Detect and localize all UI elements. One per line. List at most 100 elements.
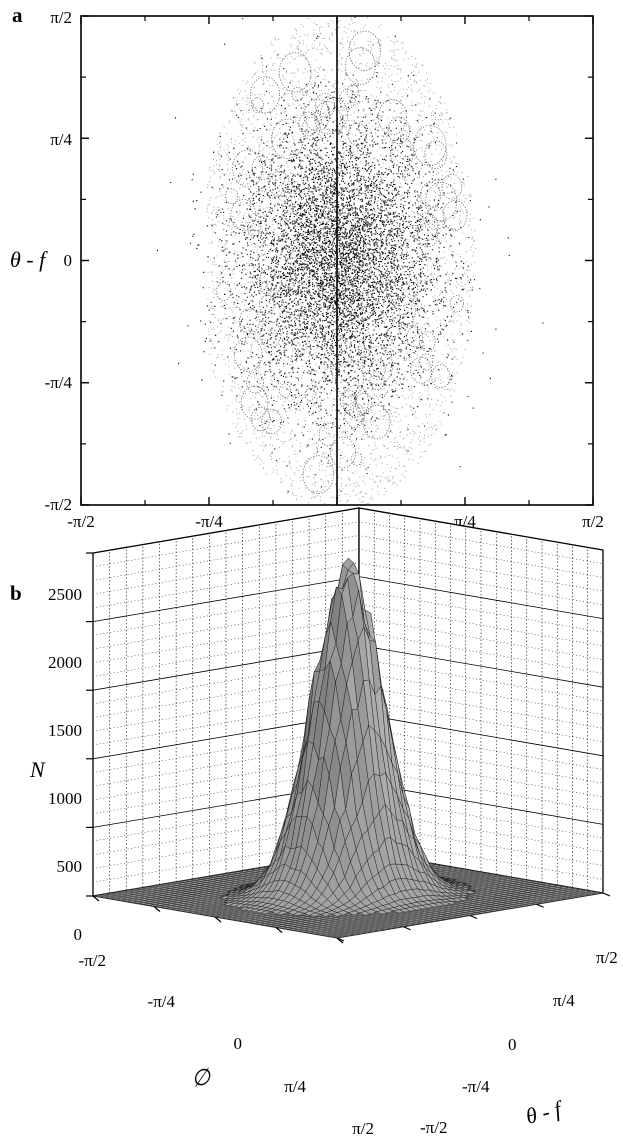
trajectory-loop xyxy=(247,220,261,237)
trajectory-loop xyxy=(362,404,391,440)
surface-facet xyxy=(319,912,333,917)
trajectory-loop xyxy=(419,353,434,371)
trajectory-loop xyxy=(302,455,335,495)
scatter-points-layer xyxy=(156,16,544,504)
panel-b-letter: b xyxy=(10,581,22,605)
trajectory-loop xyxy=(420,181,441,208)
theta-tick-label-minus-pi-over-4: -π/4 xyxy=(462,1077,490,1096)
phi-tick xyxy=(153,906,161,912)
surface-mesh xyxy=(218,557,477,917)
phi-tick-label-pi-over-4: π/4 xyxy=(284,1077,306,1096)
trajectory-loop xyxy=(348,30,382,71)
trajectory-loop xyxy=(339,88,356,110)
trajectory-loop xyxy=(239,308,260,335)
surface-facet xyxy=(275,910,289,915)
trajectory-loop xyxy=(339,389,358,411)
trajectory-loop xyxy=(377,99,407,136)
trajectory-loop xyxy=(390,137,415,168)
z-axis-title: N xyxy=(29,757,46,782)
theta-tick-label-pi-over-4: π/4 xyxy=(553,991,575,1010)
scatter-halo-points xyxy=(206,16,476,504)
y-tick-label-minus-pi-over-2: -π/2 xyxy=(45,495,72,514)
trajectory-loop xyxy=(351,452,363,466)
y-tick-label-pi-over-4: π/4 xyxy=(50,130,72,149)
trajectory-loop xyxy=(246,371,265,394)
scatter-core-points xyxy=(156,16,544,493)
trajectory-loop xyxy=(259,294,275,314)
phi-tick xyxy=(92,895,100,902)
trajectory-loop xyxy=(387,116,410,145)
z-minor-gridline xyxy=(92,562,604,609)
y-tick-label-pi-over-2: π/2 xyxy=(50,8,72,27)
theta-tick xyxy=(403,926,411,931)
trajectory-loop xyxy=(369,359,386,380)
trajectory-loop xyxy=(250,406,271,432)
trajectory-loop xyxy=(260,280,273,295)
panel-a-letter: a xyxy=(12,3,23,27)
trajectory-loop xyxy=(249,190,272,218)
surface-facet xyxy=(308,912,322,917)
trajectory-loop xyxy=(425,181,458,222)
theta-tick xyxy=(469,914,478,920)
trajectory-loop xyxy=(304,387,316,402)
trajectory-loop xyxy=(258,267,282,297)
z-tick-label-500: 500 xyxy=(57,857,83,876)
surface-facet xyxy=(292,911,305,916)
trajectory-loop xyxy=(249,76,280,114)
trajectory-loop xyxy=(232,149,264,188)
trajectory-loop xyxy=(417,222,438,248)
trajectory-loop xyxy=(313,100,341,135)
trajectory-loop xyxy=(240,385,269,420)
trajectory-loop xyxy=(233,336,263,372)
trajectory-loop xyxy=(441,173,463,200)
trajectory-loop xyxy=(334,361,364,398)
trajectory-loop xyxy=(301,116,321,140)
panel-a-ticks xyxy=(80,15,594,506)
surface-facet xyxy=(347,910,361,916)
theta-tick xyxy=(602,892,611,897)
trajectory-loop xyxy=(391,295,416,326)
trajectory-loop xyxy=(268,171,290,197)
trajectory-loop xyxy=(424,140,448,169)
y-axis-title: θ - f xyxy=(10,247,48,272)
trajectory-loop xyxy=(251,155,273,181)
trajectory-loop xyxy=(369,371,385,391)
y-tick-label-zero: 0 xyxy=(64,251,73,270)
trajectory-loop xyxy=(314,93,336,118)
surface-facet xyxy=(392,909,406,914)
trajectory-loop xyxy=(278,52,312,93)
surface-facet xyxy=(358,911,372,916)
trajectory-loop xyxy=(271,118,304,159)
theta-tick-label-zero: 0 xyxy=(508,1035,517,1054)
trajectory-loop xyxy=(291,87,304,102)
trajectory-loop xyxy=(406,326,424,348)
z-gridline xyxy=(92,507,604,554)
surface-facet xyxy=(375,910,389,915)
theta-axis-title: θ - f xyxy=(523,1095,566,1128)
z-minor-gridline xyxy=(92,535,604,581)
trajectory-loop xyxy=(298,111,319,137)
phi-tick-label-zero: 0 xyxy=(234,1034,243,1053)
trajectory-loop xyxy=(251,97,264,113)
surface-facet xyxy=(331,912,344,917)
trajectory-loop xyxy=(261,408,283,435)
trajectory-loop xyxy=(449,295,464,313)
trajectory-loop xyxy=(230,198,257,231)
z-tick-label-0: 0 xyxy=(74,925,83,944)
phi-tick xyxy=(214,916,222,923)
y-tick-label-minus-pi-over-4: -π/4 xyxy=(45,373,73,392)
trajectory-loop xyxy=(279,383,291,398)
panel-a-scatter-chart: a π/2 π/4 0 -π/4 -π/2 -π/2 -π/4 0 π/4 π/… xyxy=(10,3,604,565)
theta-tick-label-pi-over-2: π/2 xyxy=(596,948,618,967)
trajectory-loop xyxy=(410,356,433,384)
phi-axis-title: ∅ xyxy=(189,1063,214,1092)
panel-b-surface-chart: b 2500 2000 1500 1000 500 0 -π/2 -π/4 0 … xyxy=(10,507,618,1138)
trajectory-loop xyxy=(442,200,468,231)
trajectory-loop xyxy=(344,402,365,428)
trajectory-loop xyxy=(354,392,373,415)
z-tick-label-2500: 2500 xyxy=(48,585,82,604)
theta-tick xyxy=(536,903,544,908)
trajectory-loop xyxy=(303,98,331,132)
z-tick-label-1500: 1500 xyxy=(48,721,82,740)
